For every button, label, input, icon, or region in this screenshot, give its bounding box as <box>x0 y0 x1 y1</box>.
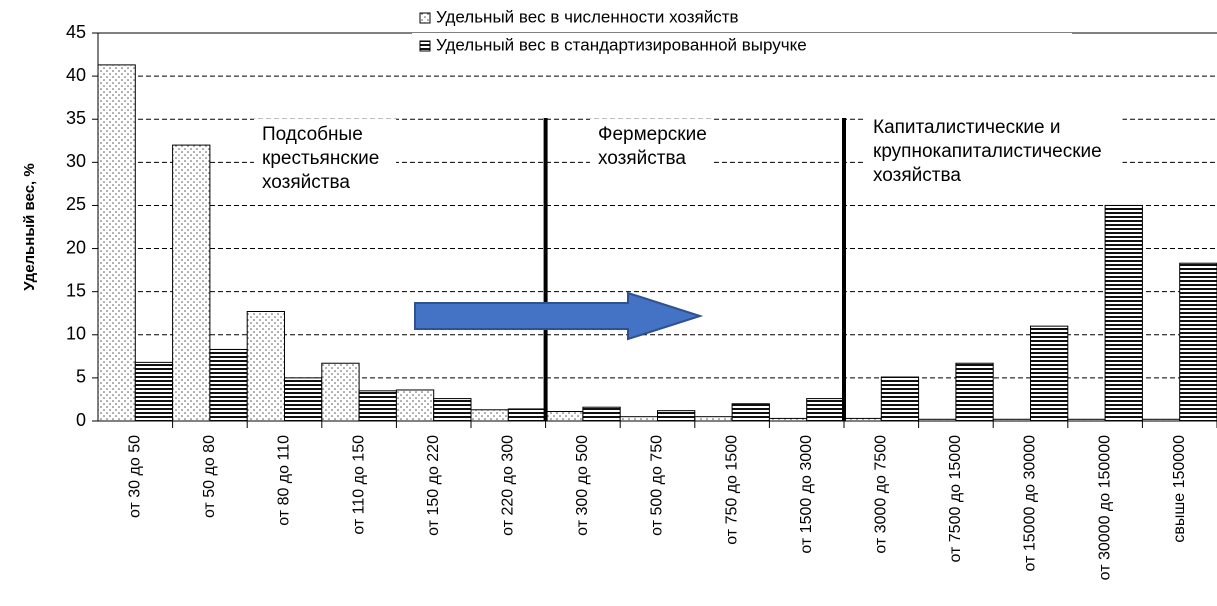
y-tick-label: 5 <box>76 367 86 387</box>
annotation: Фермерские <box>598 124 707 145</box>
annotation: Подсобные <box>262 124 363 145</box>
x-tick-label: от 150 до 220 <box>425 435 442 536</box>
bar <box>992 418 1032 422</box>
y-tick-label: 10 <box>66 324 86 344</box>
x-tick-label: свыше 150000 <box>1171 435 1188 543</box>
bar <box>97 64 136 422</box>
legend-bg <box>412 5 1072 31</box>
x-tick-label: от 15000 до 30000 <box>1022 435 1039 572</box>
x-tick-label: от 3000 до 7500 <box>873 435 890 554</box>
bar <box>1179 262 1217 422</box>
bar <box>806 398 845 422</box>
x-tick-label: от 1500 до 3000 <box>798 435 815 554</box>
bar <box>246 310 285 422</box>
bar <box>395 389 435 422</box>
bar <box>1141 418 1181 422</box>
bar <box>321 362 360 422</box>
legend-swatch <box>419 12 431 24</box>
bar <box>1030 325 1069 422</box>
bar <box>172 144 211 422</box>
x-tick-label: от 500 до 750 <box>649 435 666 536</box>
x-tick-label: от 750 до 1500 <box>723 435 740 545</box>
annotation: хозяйства <box>262 172 350 193</box>
x-tick-label: от 30 до 50 <box>127 435 144 518</box>
y-tick-label: 30 <box>66 151 86 171</box>
bar <box>209 348 248 422</box>
bar <box>545 411 584 422</box>
legend-label: Удельный вес в стандартизированной выруч… <box>436 35 807 54</box>
annotation-bg <box>590 119 711 175</box>
annotation: хозяйства <box>598 148 686 169</box>
bar <box>843 417 882 422</box>
bar <box>955 362 994 422</box>
legend-bg <box>412 33 1072 59</box>
annotation: Капиталистические и <box>873 117 1060 138</box>
y-tick-label: 25 <box>66 194 86 214</box>
bar <box>657 410 696 422</box>
x-tick-label: от 50 до 80 <box>201 435 218 518</box>
bar <box>731 403 770 422</box>
annotation-bg <box>865 112 1123 192</box>
y-tick-label: 45 <box>66 22 86 42</box>
bar <box>358 390 397 422</box>
bar <box>470 409 509 422</box>
x-tick-label: от 7500 до 15000 <box>947 435 964 563</box>
annotation: крестьянские <box>262 148 379 169</box>
x-tick-label: от 220 до 300 <box>500 435 517 536</box>
y-tick-label: 15 <box>66 280 86 300</box>
x-tick-label: от 110 до 150 <box>350 435 367 535</box>
annotation: хозяйства <box>873 165 961 186</box>
y-axis-label: Удельный вес, % <box>21 163 38 290</box>
bar <box>1104 204 1143 422</box>
bar <box>582 406 621 422</box>
bar <box>768 417 808 422</box>
x-tick-label: от 30000 до 150000 <box>1096 435 1113 580</box>
y-tick-label: 40 <box>66 65 86 85</box>
annotation-bg <box>254 119 396 199</box>
y-tick-label: 20 <box>66 237 86 257</box>
bar <box>284 377 323 422</box>
bar <box>694 416 733 422</box>
legend-swatch <box>419 40 431 52</box>
arrow <box>414 291 704 341</box>
x-tick-label: от 300 до 500 <box>574 435 591 536</box>
bar <box>433 398 472 422</box>
legend-label: Удельный вес в численности хозяйств <box>436 7 739 26</box>
bar <box>880 376 920 422</box>
bar <box>619 416 659 422</box>
bar <box>507 408 547 422</box>
annotation: крупнокапиталистические <box>873 141 1102 162</box>
bar <box>1067 418 1106 422</box>
x-tick-label: от 80 до 110 <box>276 435 293 526</box>
bar <box>918 418 957 422</box>
bar <box>134 361 174 422</box>
y-tick-label: 35 <box>66 108 86 128</box>
y-tick-label: 0 <box>76 410 86 430</box>
